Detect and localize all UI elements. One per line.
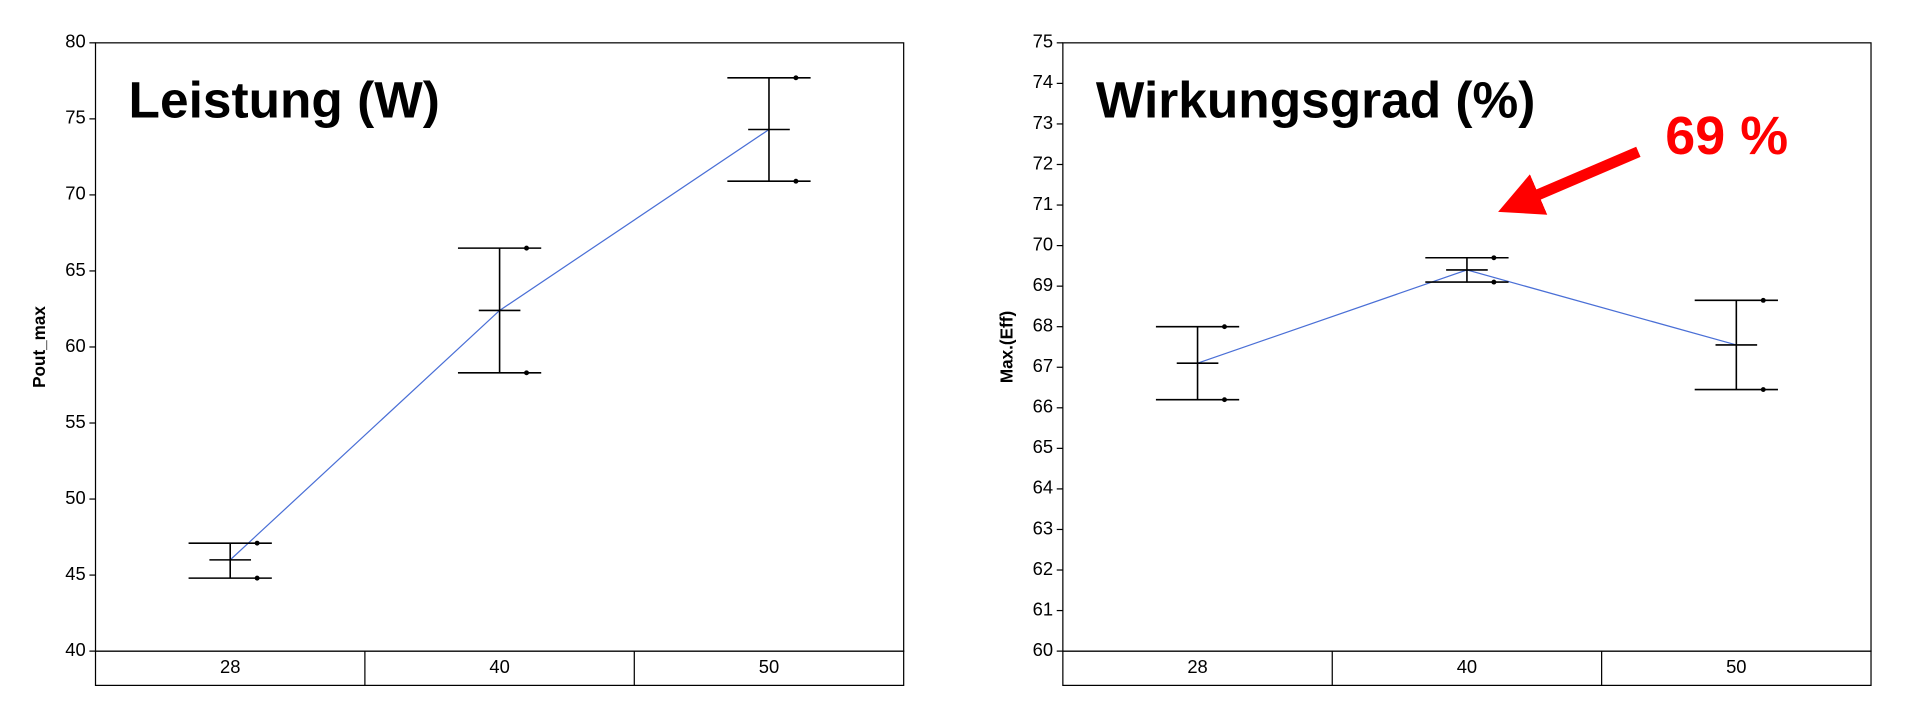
- y-tick-label: 62: [1033, 558, 1053, 579]
- x-tick-label: 50: [1726, 656, 1746, 677]
- lower-dot: [254, 575, 260, 581]
- x-tick-label: 40: [1457, 656, 1477, 677]
- y-tick-label: 65: [1033, 436, 1053, 457]
- annotation-arrow: [1498, 146, 1641, 215]
- y-tick-label: 72: [1033, 152, 1053, 173]
- y-tick-label: 66: [1033, 396, 1053, 417]
- annotation: 69 %: [1665, 106, 1788, 166]
- y-tick-label: 68: [1033, 315, 1053, 336]
- lower-dot: [1760, 387, 1766, 393]
- category-row: [94, 650, 905, 686]
- y-tick-label: 64: [1033, 477, 1053, 498]
- y-tick-label: 60: [1033, 639, 1053, 660]
- y-tick-label: 74: [1033, 71, 1053, 92]
- y-axis-label: Max.(Eff): [996, 311, 1016, 383]
- series-line: [1197, 269, 1737, 364]
- lower-dot: [793, 178, 799, 184]
- y-tick-label: 71: [1033, 193, 1053, 214]
- y-tick-label: 63: [1033, 517, 1053, 538]
- y-tick-label: 45: [65, 563, 85, 584]
- y-tick-label: 73: [1033, 112, 1053, 133]
- y-tick-label: 67: [1033, 355, 1053, 376]
- upper-dot: [524, 245, 529, 251]
- y-tick-label: 75: [65, 107, 85, 128]
- upper-dot: [1491, 255, 1497, 261]
- upper-dot: [1760, 297, 1766, 303]
- x-tick-label: 50: [759, 656, 779, 677]
- y-tick-label: 70: [65, 183, 85, 204]
- upper-dot: [254, 540, 260, 546]
- category-row: [1062, 650, 1872, 686]
- y-tick-label: 80: [65, 31, 85, 52]
- upper-dot: [1222, 324, 1227, 330]
- y-tick-label: 61: [1033, 598, 1053, 619]
- y-tick-label: 65: [65, 259, 85, 280]
- y-tick-label: 70: [1033, 233, 1053, 254]
- y-tick-label: 60: [65, 335, 85, 356]
- y-tick-label: 50: [65, 487, 85, 508]
- lower-dot: [524, 370, 529, 376]
- lower-dot: [1491, 279, 1497, 285]
- x-tick-label: 40: [489, 656, 509, 677]
- upper-dot: [793, 75, 799, 81]
- y-axis-label: Pout_max: [29, 306, 49, 388]
- x-tick-label: 28: [1187, 656, 1207, 677]
- chart-title: Leistung (W): [129, 71, 440, 129]
- y-tick-label: 55: [65, 411, 85, 432]
- y-tick-label: 69: [1033, 274, 1053, 295]
- y-tick-label: 75: [1033, 31, 1053, 52]
- lower-dot: [1222, 397, 1227, 403]
- x-tick-label: 28: [220, 656, 240, 677]
- chart-title: Wirkungsgrad (%): [1096, 71, 1535, 129]
- y-tick-label: 40: [65, 639, 85, 660]
